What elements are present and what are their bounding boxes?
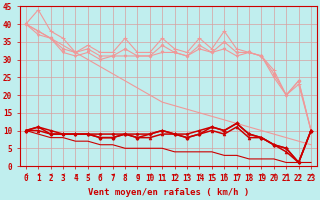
X-axis label: Vent moyen/en rafales ( km/h ): Vent moyen/en rafales ( km/h ) <box>88 188 249 197</box>
